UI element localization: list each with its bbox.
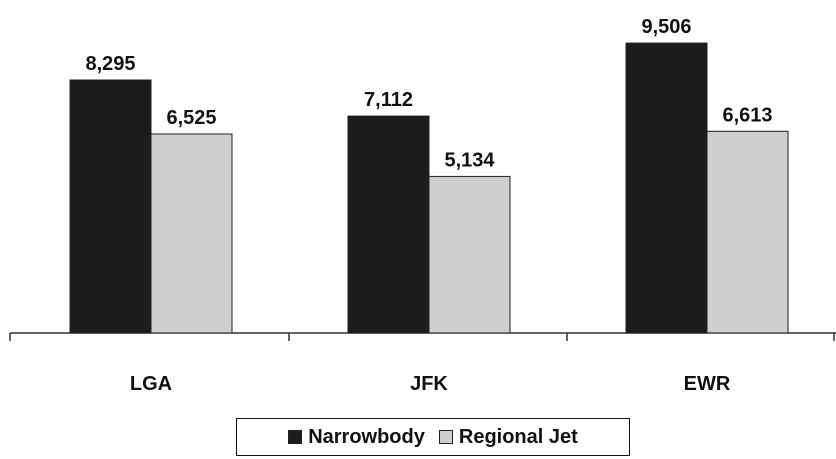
bar-regional-jet-jfk bbox=[428, 175, 511, 334]
data-label-regional-jet-ewr: 6,613 bbox=[722, 104, 772, 126]
legend-item-narrowbody: Narrowbody bbox=[288, 426, 425, 449]
x-tick-label-lga: LGA bbox=[130, 373, 172, 395]
plot-area: 8,295 6,525 LGA 7,112 5,134 JFK 9,506 6,613 EWR bbox=[9, 16, 836, 395]
bar-regional-jet-lga bbox=[150, 133, 233, 334]
bar-narrowbody-jfk bbox=[347, 115, 430, 334]
bar-regional-jet-ewr bbox=[706, 130, 789, 334]
legend-label-narrowbody: Narrowbody bbox=[308, 425, 425, 448]
data-label-narrowbody-ewr: 9,506 bbox=[641, 16, 691, 38]
legend-item-regional-jet: Regional Jet bbox=[438, 425, 578, 449]
legend-swatch-regional-jet bbox=[438, 430, 453, 444]
legend-label-regional-jet: Regional Jet bbox=[458, 425, 578, 448]
data-label-narrowbody-jfk: 7,112 bbox=[364, 89, 413, 111]
bar-narrowbody-ewr bbox=[625, 42, 708, 334]
legend-swatch-narrowbody bbox=[288, 430, 303, 444]
legend: Narrowbody Regional Jet bbox=[236, 418, 630, 456]
x-tick-label-jfk: JFK bbox=[410, 373, 448, 395]
bar-narrowbody-lga bbox=[69, 79, 152, 334]
x-tick-label-ewr: EWR bbox=[684, 373, 731, 395]
data-label-regional-jet-jfk: 5,134 bbox=[444, 149, 495, 171]
data-label-narrowbody-lga: 8,295 bbox=[85, 53, 135, 75]
data-label-regional-jet-lga: 6,525 bbox=[166, 107, 216, 129]
